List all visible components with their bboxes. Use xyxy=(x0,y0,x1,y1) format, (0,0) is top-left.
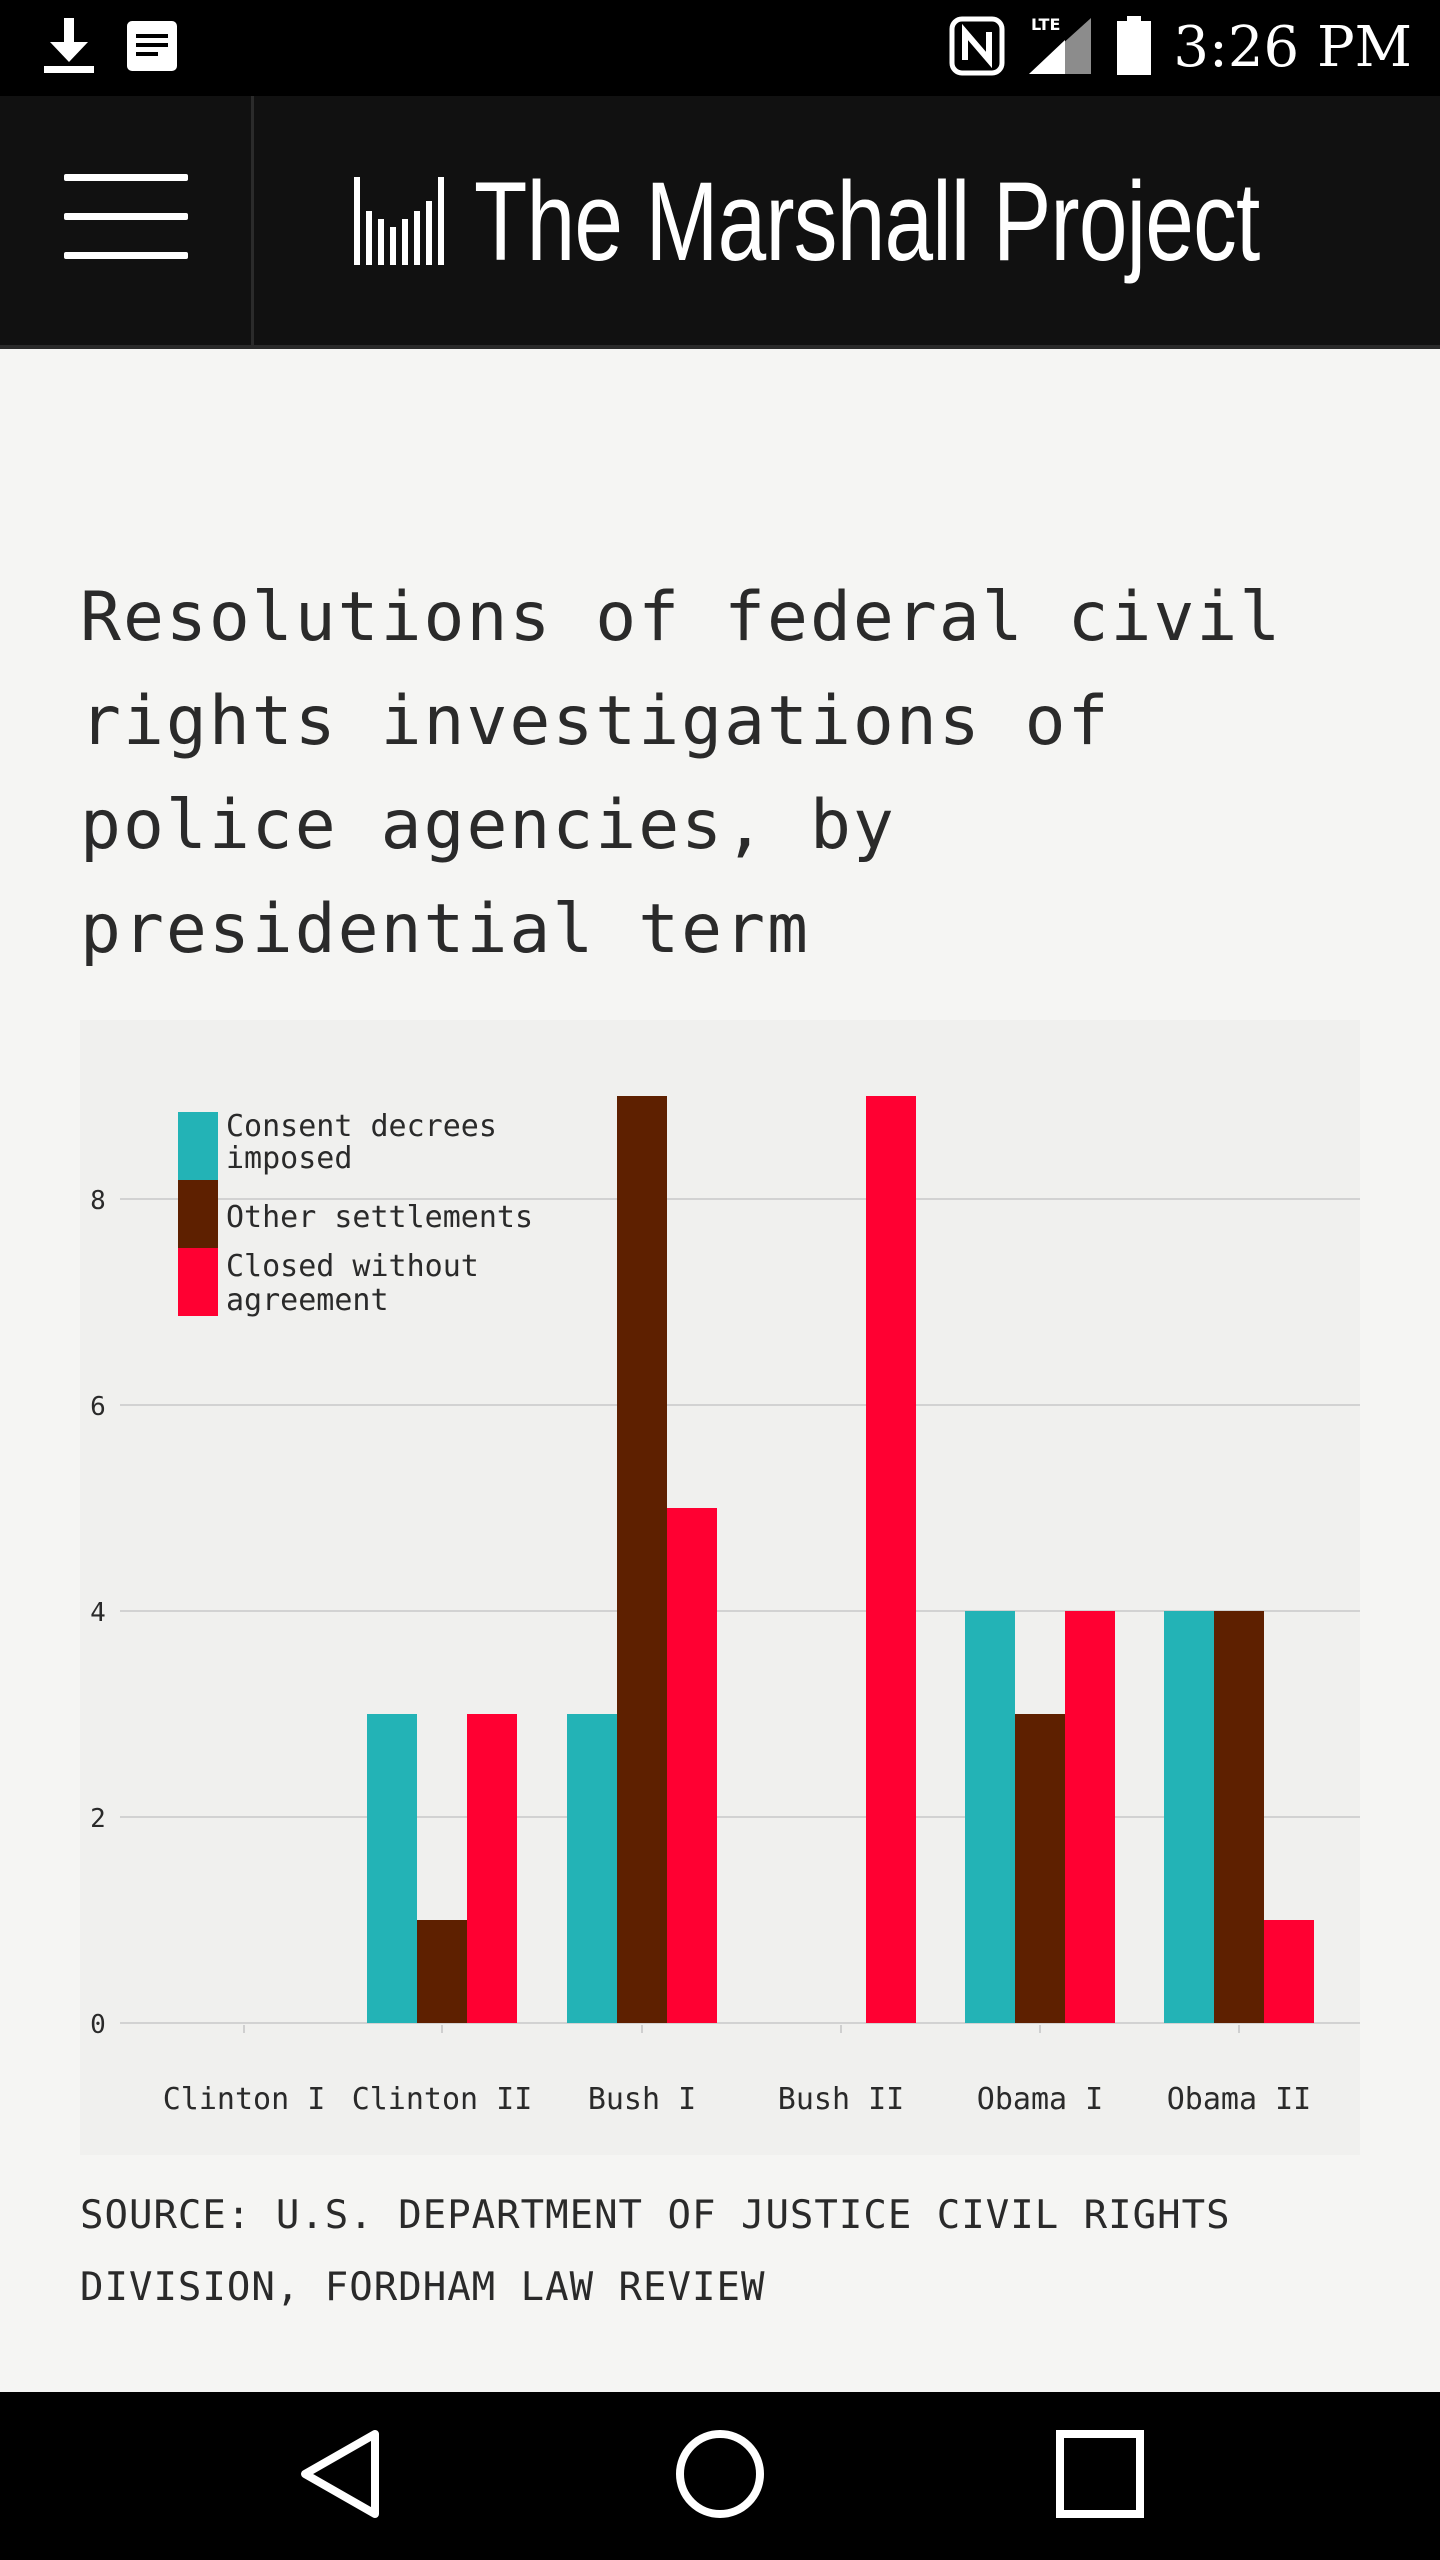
bar xyxy=(965,1611,1015,2023)
legend-label: imposed xyxy=(226,1141,352,1176)
bar xyxy=(1015,1714,1065,2023)
logo[interactable]: The Marshall Project xyxy=(352,159,1440,284)
y-tick-label: 8 xyxy=(90,1186,106,1216)
logo-text: The Marshall Project xyxy=(474,158,1260,284)
status-time: 3:26 PM xyxy=(1173,15,1412,80)
x-tick-label: Obama I xyxy=(977,2082,1103,2117)
bar xyxy=(1065,1611,1115,2023)
status-bar: LTE 3:26 PM xyxy=(0,0,1440,96)
back-button[interactable] xyxy=(280,2426,400,2526)
x-tick-label: Bush I xyxy=(588,2082,696,2117)
download-icon xyxy=(40,16,98,80)
notes-icon xyxy=(126,20,178,76)
bar-chart: 0 2 4 6 8 Clinton I Clinton II Bush I Bush II Oba… xyxy=(90,1096,1360,2117)
nfc-icon xyxy=(949,16,1005,80)
y-tick-label: 4 xyxy=(90,1598,106,1628)
y-tick-label: 0 xyxy=(90,2010,106,2040)
x-tick-label: Clinton II xyxy=(352,2082,533,2117)
bar xyxy=(667,1508,717,2023)
bar xyxy=(1164,1611,1214,2023)
bar xyxy=(467,1714,517,2023)
x-tick-label: Bush II xyxy=(778,2082,904,2117)
legend-label: Closed without xyxy=(226,1249,479,1284)
menu-button[interactable] xyxy=(0,96,254,345)
x-tick-label: Clinton I xyxy=(163,2082,326,2117)
source-note: SOURCE: U.S. DEPARTMENT OF JUSTICE CIVIL… xyxy=(80,2193,1231,2310)
app-header: The Marshall Project xyxy=(0,96,1440,349)
chart-title: Resolutions of federal civil rights inve… xyxy=(80,578,1283,969)
y-tick-label: 6 xyxy=(90,1392,106,1422)
legend-label: Consent decrees xyxy=(226,1109,497,1144)
home-icon xyxy=(672,2426,768,2526)
recents-button[interactable] xyxy=(1040,2426,1160,2526)
legend-swatch xyxy=(178,1180,218,1248)
y-tick-label: 2 xyxy=(90,1804,106,1834)
bar xyxy=(617,1096,667,2023)
bar xyxy=(1264,1920,1314,2023)
recents-icon xyxy=(1052,2426,1148,2526)
lte-signal-icon: LTE xyxy=(1025,14,1095,82)
legend-label: agreement xyxy=(226,1283,389,1318)
home-button[interactable] xyxy=(660,2426,780,2526)
bar xyxy=(567,1714,617,2023)
bar xyxy=(866,1096,916,2023)
svg-text:LTE: LTE xyxy=(1031,15,1060,34)
x-tick-label: Obama II xyxy=(1167,2082,1312,2117)
legend-swatch xyxy=(178,1248,218,1316)
chart-panel: 0 2 4 6 8 Clinton I Clinton II Bush I Bush II Oba… xyxy=(80,1020,1360,2155)
legend-swatch xyxy=(178,1112,218,1180)
back-icon xyxy=(295,2426,385,2526)
battery-icon xyxy=(1115,15,1153,81)
bar xyxy=(1214,1611,1264,2023)
legend-label: Other settlements xyxy=(226,1200,533,1235)
bar xyxy=(367,1714,417,2023)
bar xyxy=(417,1920,467,2023)
nav-bar xyxy=(0,2392,1440,2560)
logo-bars-icon xyxy=(352,171,448,271)
